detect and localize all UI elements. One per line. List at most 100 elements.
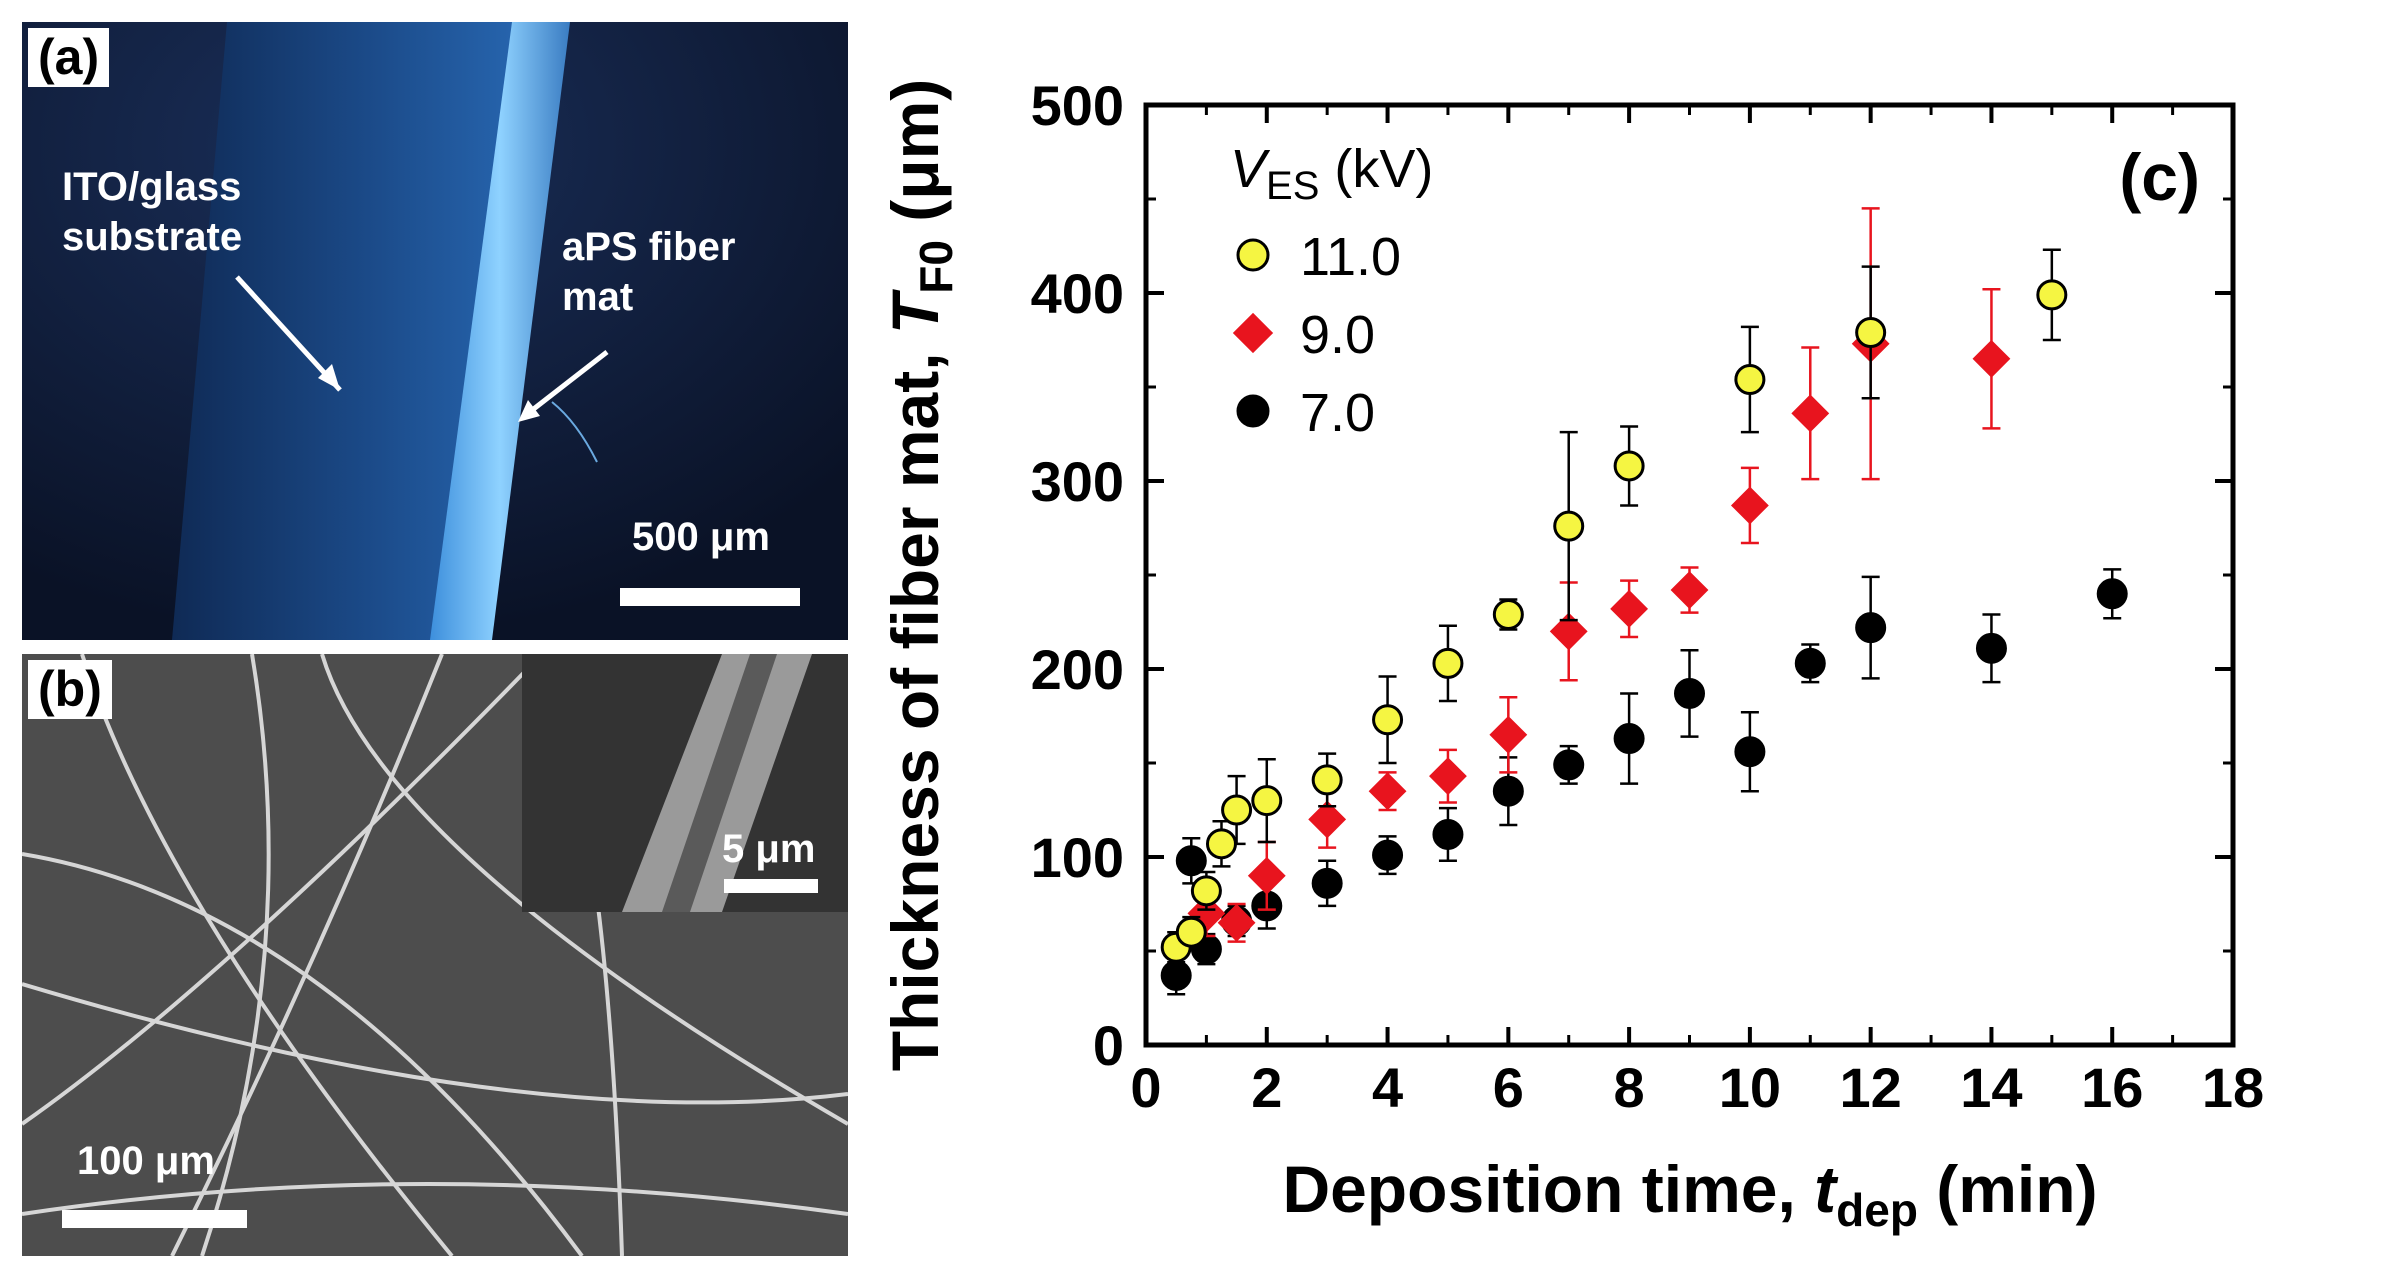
- data-point: [2036, 279, 2068, 311]
- x-tick-label: 14: [1960, 1056, 2022, 1119]
- arrow-substrate: [235, 275, 342, 392]
- substrate-band: [172, 22, 527, 640]
- y-axis-title: Thickness of fiber mat, TF0 (μm): [878, 79, 962, 1072]
- legend-title-unit: (kV): [1319, 139, 1433, 199]
- data-point: [1975, 632, 2007, 664]
- x-axis-title-sub: dep: [1836, 1184, 1918, 1236]
- x-axis-title-var: t: [1814, 1152, 1839, 1226]
- substrate-label-line1: ITO/glass: [62, 165, 242, 209]
- data-point: [1492, 775, 1524, 807]
- fiber-label-line2: mat: [562, 275, 634, 319]
- data-point: [1251, 785, 1283, 817]
- data-point: [2096, 578, 2128, 610]
- data-point: [1432, 818, 1464, 850]
- chart-c: 0 2 4 6 8 10 12 14 16 18 0 100 200 300 400 500 Depositi…: [878, 74, 2265, 1236]
- x-tick-label: 10: [1719, 1056, 1781, 1119]
- legend-marker: [1236, 394, 1270, 428]
- data-point: [1432, 647, 1464, 679]
- tick-layer: 0 2 4 6 8 10 12 14 16 18 0 100 200 300 400 500: [1031, 74, 2265, 1119]
- data-point: [1372, 704, 1404, 736]
- data-point: [1489, 715, 1528, 754]
- x-tick-label: 2: [1251, 1056, 1282, 1119]
- fiber: [200, 654, 271, 1256]
- legend: 11.0 9.0 7.0: [1232, 227, 1401, 443]
- series-7.0: [1160, 568, 2128, 996]
- data-point: [1311, 867, 1343, 899]
- data-point: [1553, 510, 1585, 542]
- fiber: [320, 654, 848, 1126]
- arrow-fiber: [520, 350, 609, 420]
- y-tick-label: 300: [1031, 450, 1124, 513]
- fiber-mat-edge: [430, 22, 570, 640]
- data-point: [1734, 363, 1766, 395]
- panel-a-image: [22, 22, 848, 640]
- scale-bar-b: [62, 1210, 247, 1228]
- arrow-substrate-head: [318, 364, 340, 390]
- fiber: [22, 654, 544, 1126]
- data-point: [1610, 589, 1649, 628]
- data-point: [1190, 875, 1222, 907]
- legend-label: 11.0: [1300, 227, 1401, 287]
- data-point: [1492, 598, 1524, 630]
- inset-scale-bar: [724, 879, 818, 893]
- arrow-fiber-head: [518, 400, 540, 422]
- fiber: [22, 982, 848, 1105]
- data-point: [1368, 772, 1407, 811]
- fiber-strand: [551, 401, 598, 463]
- data-point: [1613, 723, 1645, 755]
- y-tick-label: 100: [1031, 826, 1124, 889]
- inset-scale-bar-label: 5 μm: [722, 827, 816, 871]
- data-point: [1175, 916, 1207, 948]
- scale-bar-a-label: 500 μm: [632, 515, 770, 559]
- data-point: [1670, 571, 1709, 609]
- panel-a-label: (a): [28, 28, 110, 87]
- data-point: [1429, 757, 1467, 796]
- y-axis-title-sub: F0: [910, 240, 962, 294]
- fiber: [80, 654, 454, 1256]
- y-axis-title-unit: (μm): [878, 79, 952, 240]
- data-point: [1308, 800, 1347, 839]
- x-axis-title-unit: (min): [1918, 1152, 2098, 1226]
- y-tick-label: 200: [1031, 638, 1124, 701]
- data-point: [1791, 394, 1830, 433]
- data-point: [1734, 736, 1766, 768]
- data-point: [1613, 450, 1645, 482]
- x-tick-label: 4: [1372, 1056, 1403, 1119]
- data-point: [1674, 677, 1705, 709]
- y-tick-label: 500: [1031, 74, 1124, 137]
- panel-b-image: [22, 654, 848, 1256]
- x-tick-label: 8: [1614, 1056, 1645, 1119]
- data-point: [1221, 794, 1253, 826]
- plot-layer: [1160, 207, 2128, 996]
- legend-title-var: V: [1230, 139, 1271, 199]
- x-tick-label: 12: [1840, 1056, 1902, 1119]
- data-point: [1794, 647, 1826, 679]
- y-tick-label: 0: [1093, 1014, 1124, 1077]
- data-point: [1553, 749, 1585, 781]
- data-point: [1160, 959, 1192, 991]
- x-tick-label: 16: [2081, 1056, 2143, 1119]
- x-tick-label: 0: [1130, 1056, 1161, 1119]
- data-point: [1972, 339, 2011, 378]
- y-tick-label: 400: [1031, 262, 1124, 325]
- scale-bar-a: [620, 588, 800, 606]
- panel-c-label: (c): [2119, 140, 2200, 214]
- series-9.0: [1187, 207, 2011, 943]
- panel-b-sem: (b) 5 μm 100 μm: [22, 654, 848, 1256]
- legend-title-sub: ES: [1266, 164, 1319, 208]
- inset-fiber-shadow: [662, 654, 777, 912]
- fiber-label-line1: aPS fiber: [562, 225, 736, 269]
- fiber: [22, 852, 584, 1256]
- data-point: [1175, 845, 1207, 877]
- y-axis-title-var: T: [878, 289, 952, 334]
- legend-marker: [1232, 312, 1274, 354]
- scale-bar-b-label: 100 μm: [77, 1139, 215, 1183]
- substrate-label: ITO/glass substrate: [62, 162, 242, 262]
- legend-marker: [1236, 238, 1270, 272]
- fiber: [170, 654, 444, 1256]
- legend-title: VES (kV): [1230, 139, 1433, 208]
- panel-b-label: (b): [28, 660, 112, 719]
- panel-a-micrograph: (a) ITO/glass substrate aPS fiber mat 50…: [22, 22, 848, 640]
- data-point: [1855, 316, 1887, 348]
- x-tick-label: 6: [1493, 1056, 1524, 1119]
